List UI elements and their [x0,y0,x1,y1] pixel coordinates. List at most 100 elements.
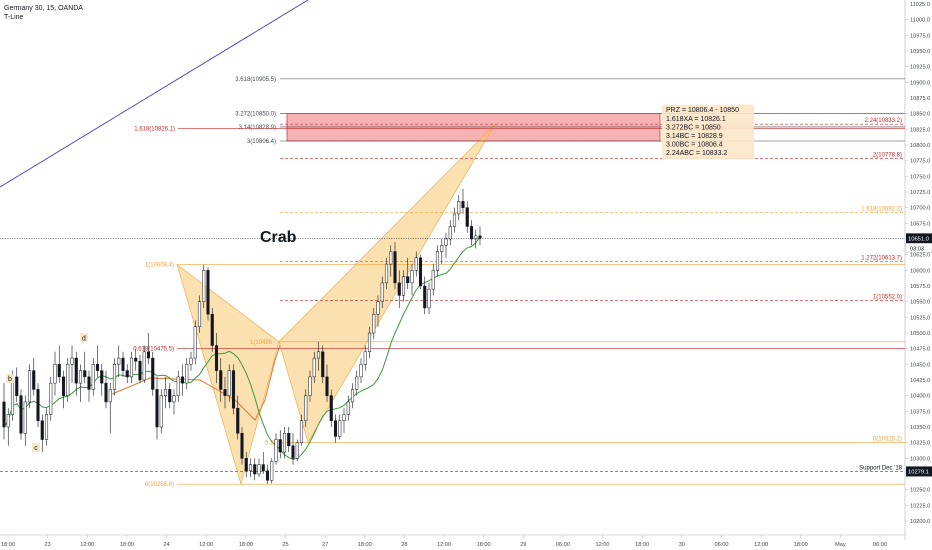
candle-body [91,364,95,390]
support-price-tag [906,466,932,477]
candle-body [159,395,163,428]
candle-body [461,201,465,208]
x-tick-label: 24 [163,542,169,548]
y-tick-label: 10425.0 [910,378,930,384]
candle-body [261,464,265,472]
y-tick-label: 10875.0 [910,96,930,102]
wave-label-bg [32,442,40,452]
y-tick-label: 10375.0 [910,409,930,415]
prz-info-line: PRZ = 10806.4 - 10850 [666,107,739,114]
x-tick-label: 12:00 [199,542,213,548]
candle-body [49,382,53,415]
x-tick-label: 06:00 [714,542,728,548]
candle-body [193,326,197,359]
fib-1618xa-label: 1.618(10826.1) [134,127,175,133]
candle-body [376,301,380,315]
prz-info-line: 3.00BC = 10806.4 [666,142,723,149]
candle-body [53,364,57,384]
candle-body [121,357,125,371]
candle-body [104,382,108,403]
candle-body [253,464,257,475]
candle-body [338,420,342,437]
candle-body [36,389,40,421]
y-tick-label: 10900.0 [910,80,930,86]
candle-body [185,364,189,384]
y-tick-label: 10950.0 [910,49,930,55]
y-tick-label: 11000.0 [910,18,930,24]
trendline [0,0,309,188]
prz-zone [286,113,661,142]
candle-body [57,364,61,378]
y-tick-label: 10525.0 [910,315,930,321]
fib-0618-label: 0.618(10475.5) [133,346,174,352]
candle-body [168,389,172,403]
x-tick-label: 06:00 [873,542,887,548]
candle-body [112,364,117,390]
y-tick-label: 10350.0 [910,425,930,431]
x-tick-label: 23 [45,542,51,548]
current-price-tag [906,233,932,244]
y-tick-label: 10400.0 [910,394,930,400]
candle-body [27,370,32,403]
candle-body [244,458,248,472]
right-fib-label: 1(10552.0) [873,294,902,300]
chart-title: Crab [260,229,297,246]
candle-body [291,445,295,459]
candle-body [308,376,312,396]
candle-body [299,420,304,443]
right-fib-label: 1.272(10613.7) [861,256,902,262]
candle-body [265,470,270,481]
prz-info-line: 1.618XA = 10826.1 [666,116,726,123]
candle-body [189,357,193,365]
y-tick-label: 10775.0 [910,159,930,165]
fib-1xa-label: 1(10609.4) [145,262,174,268]
candle-body [223,389,227,396]
candle-body [210,313,214,346]
candle-body [95,364,100,371]
prz-info-line: 2.24ABC = 10833.2 [666,150,727,157]
x-tick-label: 18:00 [794,542,808,548]
candle-body [431,270,435,290]
candle-body [108,389,112,403]
candle-body [282,433,287,453]
candle-body [427,288,431,309]
x-tick-label: May [835,542,846,548]
candle-body [325,376,329,396]
candle-body [134,357,138,362]
y-tick-label: 10825.0 [910,127,930,133]
candle-body [74,357,78,384]
candle-body [197,301,202,327]
x-tick-label: 18:00 [477,542,491,548]
candle-body [384,263,389,284]
candle-body [19,395,23,434]
candle-body [355,376,359,390]
y-tick-label: 10550.0 [910,300,930,306]
candle-body [418,257,423,287]
candle-body [172,395,176,403]
x-tick-label: 12:00 [596,542,610,548]
candle-body [44,414,49,440]
candle-body [142,351,146,381]
candle-body [401,276,406,296]
candle-body [321,351,325,378]
candle-body [227,370,231,396]
candle-body [117,357,121,365]
x-tick-label: 18:00 [120,542,134,548]
candle-body [423,285,427,309]
candle-body [295,442,299,459]
y-tick-label: 10500.0 [910,331,930,337]
candle-body [32,370,36,390]
y-tick-label: 10625.0 [910,253,930,259]
y-tick-label: 10675.0 [910,221,930,227]
right-fib-label: 1.618(10692.2) [861,207,902,213]
y-tick-label: 10575.0 [910,284,930,290]
candle-body [40,420,44,440]
candle-body [125,370,129,378]
support-price-value: 10279.1 [908,469,929,475]
countdown-tag [905,243,932,253]
candle-body [6,414,10,428]
prz-info-line: 3.14BC = 10828.9 [666,133,723,140]
candle-body [287,433,291,447]
candle-body [316,351,321,359]
